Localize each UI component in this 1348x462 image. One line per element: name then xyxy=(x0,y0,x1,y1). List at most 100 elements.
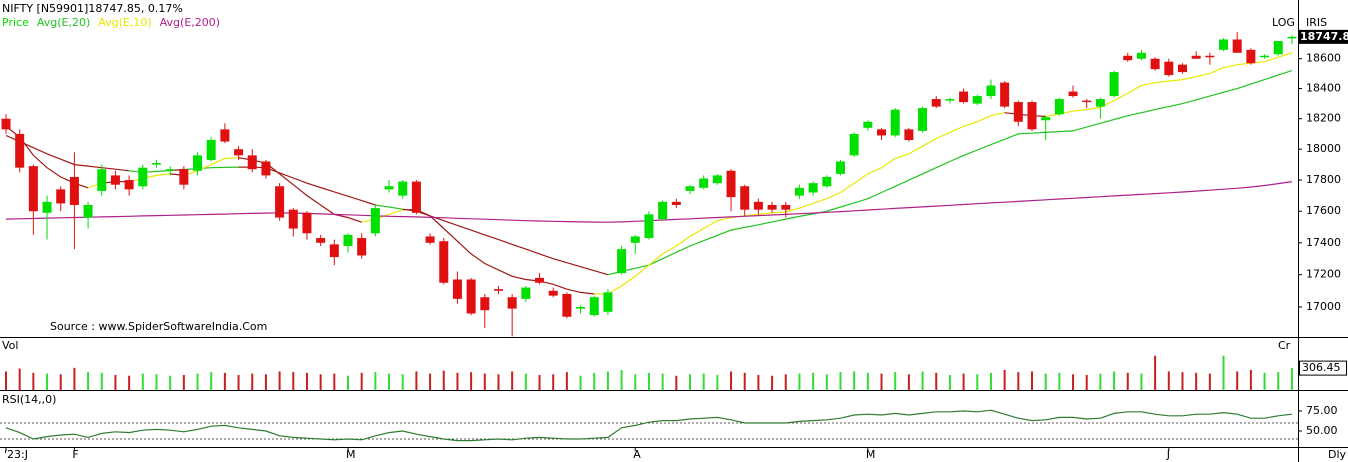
candle-body xyxy=(808,183,818,193)
scale-label: IRIS xyxy=(1306,16,1327,29)
volume-bar xyxy=(771,375,774,390)
volume-bar xyxy=(264,374,267,390)
candle-body xyxy=(959,91,969,103)
y-tick-label: 17200 xyxy=(1306,268,1341,281)
candle-body xyxy=(1287,36,1297,39)
legend-entry: Price xyxy=(2,16,29,29)
candle-body xyxy=(193,155,203,171)
pane-title: RSI(14,,0) xyxy=(2,393,56,406)
candle-body xyxy=(863,121,873,128)
volume-bar xyxy=(46,373,49,390)
candle-body xyxy=(234,149,244,156)
volume-bar xyxy=(251,373,254,390)
candle-body xyxy=(56,189,66,204)
candle-body xyxy=(1,118,11,130)
volume-bar xyxy=(169,375,172,390)
volume-bar xyxy=(647,372,650,390)
candle-body xyxy=(822,176,832,187)
candle-body xyxy=(1068,91,1078,97)
volume-bar xyxy=(1113,371,1116,390)
candle-body xyxy=(1027,102,1037,130)
volume-bar xyxy=(730,371,733,390)
volume-bar xyxy=(798,373,801,390)
candle-body xyxy=(110,175,120,185)
candle-body xyxy=(370,208,380,234)
volume-bar xyxy=(470,372,473,390)
average-line xyxy=(183,157,239,176)
volume-bar xyxy=(1140,373,1143,390)
candle-body xyxy=(247,155,257,170)
legend-entry: Avg(E,20) xyxy=(37,16,90,29)
average-line xyxy=(361,209,403,223)
candle-body xyxy=(480,297,490,311)
average-line xyxy=(1004,112,1046,117)
x-tick-label: M xyxy=(346,448,356,461)
candle-body xyxy=(931,99,941,107)
unit-label: Cr xyxy=(1278,339,1291,352)
volume-bar xyxy=(5,371,7,390)
candle-body xyxy=(1082,100,1092,103)
candle-body xyxy=(316,238,326,243)
candle-body xyxy=(1013,102,1023,122)
candle-body xyxy=(1219,39,1229,50)
candle-body xyxy=(1123,55,1133,61)
candle-body xyxy=(712,175,722,184)
candle-body xyxy=(220,129,230,142)
volume-bar xyxy=(305,372,308,390)
candle-body xyxy=(357,238,367,256)
volume-bar xyxy=(155,374,158,390)
volume-bar xyxy=(989,372,992,390)
candle-body xyxy=(411,181,421,213)
y-tick-label: 17800 xyxy=(1306,173,1341,186)
candle-body xyxy=(1260,55,1270,58)
y-tick-label: 18200 xyxy=(1306,112,1341,125)
candle-body xyxy=(69,176,79,205)
volume-bar xyxy=(319,374,322,390)
volume-bar xyxy=(825,374,828,390)
volume-bar xyxy=(182,375,185,390)
candle-body xyxy=(1273,40,1283,55)
candle-body xyxy=(945,99,955,101)
volume-bar xyxy=(689,374,691,390)
legend-entry: Avg(E,200) xyxy=(160,16,220,29)
candle-body xyxy=(1177,64,1187,73)
candle-body xyxy=(1191,55,1201,59)
volume-bar xyxy=(1072,374,1075,390)
candle-body xyxy=(767,204,777,210)
candle-body xyxy=(890,109,900,136)
candle-body xyxy=(466,279,476,314)
candle-body xyxy=(548,290,558,296)
last-price-box xyxy=(1299,29,1348,44)
average-line xyxy=(594,112,1005,295)
volume-bar xyxy=(442,370,445,390)
candle-body xyxy=(562,294,572,317)
candle-body xyxy=(877,129,887,136)
last-volume-label: 306.45 xyxy=(1302,361,1341,374)
volume-bar xyxy=(853,371,856,390)
volume-bar xyxy=(579,375,582,390)
average-line xyxy=(238,157,362,223)
candle-body xyxy=(726,170,736,198)
volume-bar xyxy=(552,374,555,390)
candle-body xyxy=(288,209,298,229)
volume-bar xyxy=(1290,368,1293,390)
volume-bar xyxy=(1208,373,1211,390)
candle-body xyxy=(794,187,804,196)
candle-body xyxy=(1109,72,1119,97)
volume-bar xyxy=(1249,370,1252,390)
candle-body xyxy=(343,234,353,246)
candle-body xyxy=(972,96,982,104)
candle-body xyxy=(1000,82,1010,107)
x-tick-label: F xyxy=(72,448,78,461)
candle-body xyxy=(1136,52,1146,59)
candle-body xyxy=(28,166,38,212)
scale-label: LOG xyxy=(1272,16,1295,29)
volume-bar xyxy=(1044,373,1047,390)
candle-body xyxy=(179,169,189,185)
candle-body xyxy=(589,297,599,316)
candle-body xyxy=(671,201,681,205)
volume-bar xyxy=(1167,371,1170,390)
average-line xyxy=(183,166,239,171)
